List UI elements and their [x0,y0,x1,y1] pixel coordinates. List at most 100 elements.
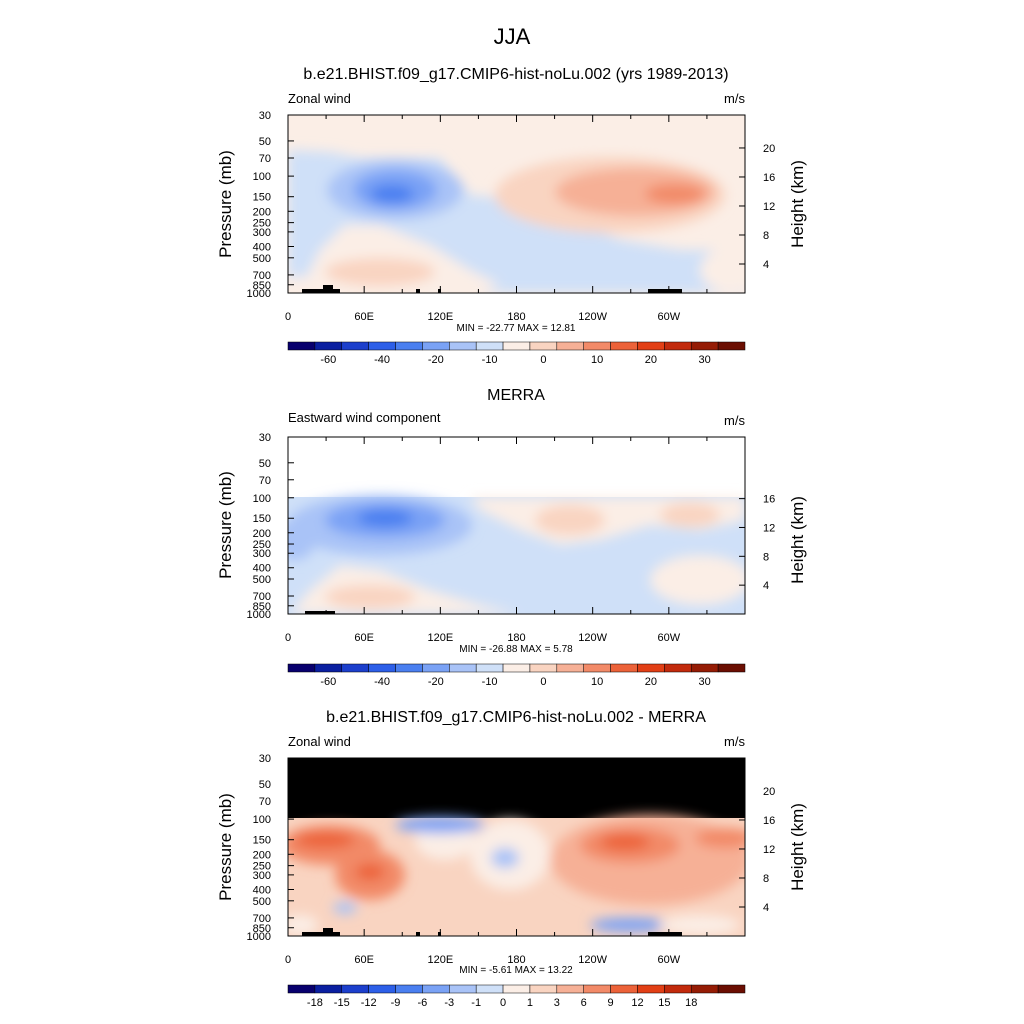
y-tick-label: 850 [253,601,271,613]
colorbar-label: 0 [540,676,546,688]
y-tick-label: 300 [253,870,271,882]
colorbar-swatch [717,984,746,994]
colorbar-swatch [664,984,692,994]
colorbar-label: -12 [361,997,377,1009]
colorbar-label: 30 [699,354,711,366]
y-tick-right-label: 16 [763,494,775,506]
y-tick-label: 150 [253,835,271,847]
colorbar-swatch [368,341,396,351]
y-tick-label: 700 [253,913,271,925]
contour-left-mid-core [355,864,385,880]
contour-east-pacific [660,503,720,527]
stats-text: MIN = -5.61 MAX = 13.22 [459,965,573,976]
y-tick-right-label: 4 [763,902,769,914]
x-tick-label: 60E [354,954,374,966]
y-tick-label: 100 [253,814,271,826]
topography-4 [438,932,441,936]
colorbar-swatch [610,663,638,673]
ylabel: Pressure (mb) [216,150,235,258]
colorbar-label: -15 [334,997,350,1009]
y-tick-right-label: 12 [763,522,775,534]
x-tick-label: 180 [507,632,525,644]
y-tick-label: 70 [259,796,271,808]
panel-units: m/s [724,413,745,428]
y-tick-right-label: 20 [763,143,775,155]
colorbar-swatch [368,984,396,994]
contour-low-negative-2 [333,902,357,914]
contour-negative-pac [491,848,519,868]
contour-low-neutral [660,915,740,935]
colorbar-swatch [475,984,504,994]
colorbar-swatch [502,341,531,351]
panel-merra: MERRA Eastward wind component m/s 0 60E 12… [216,387,807,688]
y-tick-right-label: 8 [763,551,769,563]
colorbar-swatch [664,341,692,351]
topography-1 [302,289,340,293]
colorbar-label: 9 [608,997,614,1009]
contour-right-jet-core [645,184,705,204]
y-tick-right-label: 16 [763,172,775,184]
colorbar-swatch [583,341,611,351]
y-tick-right-label: 12 [763,201,775,213]
colorbar-swatch [395,984,423,994]
x-tick-label: 60W [658,954,681,966]
colorbar-swatch [449,341,477,351]
panel-title: b.e21.BHIST.f09_g17.CMIP6-hist-noLu.002 … [303,66,728,83]
colorbar-label: 18 [685,997,697,1009]
colorbar-1: -60 -40 -20 -10 0 10 20 30 [287,663,746,688]
topography-5 [648,289,682,293]
colorbar-swatch [341,663,369,673]
y-tick-label: 250 [253,539,271,551]
colorbar-label: -20 [428,354,444,366]
main-title: JJA [494,24,531,49]
y-tick-right-label: 8 [763,873,769,885]
colorbar-swatch [341,984,369,994]
colorbar-swatch [664,663,692,673]
stats-text: MIN = -22.77 MAX = 12.81 [457,323,576,334]
contour-low-left [288,915,318,935]
y-tick-label: 100 [253,493,271,505]
contour-right-edge [700,248,745,292]
panel-model: b.e21.BHIST.f09_g17.CMIP6-hist-noLu.002 … [216,66,807,366]
x-tick-label: 120W [578,632,607,644]
topography-3 [416,289,420,293]
colorbar-swatch [610,341,638,351]
colorbar-swatch [287,341,316,351]
x-tick-label: 60E [354,311,374,323]
y-tick-label: 500 [253,896,271,908]
contour-low-negative-1 [590,918,670,932]
contour-low-mid [288,277,325,293]
y-tick-label: 70 [259,475,271,487]
topography-3 [416,932,420,936]
y-tick-label: 30 [259,753,271,765]
y-tick-label: 50 [259,136,271,148]
colorbar-swatch [556,663,584,673]
field-area [288,437,745,614]
colorbar-swatch [529,663,558,673]
topography-5 [648,932,682,936]
colorbar-label: 20 [645,676,657,688]
x-tick-label: 120W [578,311,607,323]
y-tick-label: 400 [253,241,271,253]
y-tick-label: 400 [253,563,271,575]
y-tick-label: 30 [259,432,271,444]
colorbar-swatch [637,663,665,673]
contour-pacific-core [535,505,605,535]
y-tick-label: 1000 [247,288,271,300]
y-tick-label: 200 [253,528,271,540]
colorbar-label: -10 [482,676,498,688]
y-tick-label: 500 [253,253,271,265]
colorbar-label: 6 [581,997,587,1009]
colorbar-swatch [287,984,316,994]
colorbar-swatch [287,663,316,673]
colorbar-swatch [717,663,746,673]
colorbar-label: -20 [428,676,444,688]
colorbar-label: -3 [444,997,454,1009]
colorbar-swatch [422,663,450,673]
contour-left-jet-core [295,832,355,848]
contour-lower-left-core [325,585,415,609]
colorbar-swatch [314,663,343,673]
contour-right-edge [695,828,745,848]
